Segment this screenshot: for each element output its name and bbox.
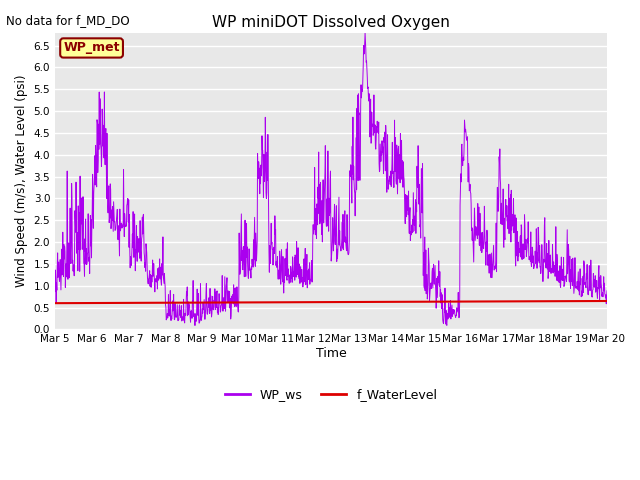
- Text: No data for f_MD_DO: No data for f_MD_DO: [6, 14, 130, 27]
- Text: WP_met: WP_met: [63, 41, 120, 54]
- Legend: WP_ws, f_WaterLevel: WP_ws, f_WaterLevel: [220, 383, 442, 406]
- X-axis label: Time: Time: [316, 347, 346, 360]
- Y-axis label: Wind Speed (m/s), Water Level (psi): Wind Speed (m/s), Water Level (psi): [15, 75, 28, 287]
- Title: WP miniDOT Dissolved Oxygen: WP miniDOT Dissolved Oxygen: [212, 15, 450, 30]
